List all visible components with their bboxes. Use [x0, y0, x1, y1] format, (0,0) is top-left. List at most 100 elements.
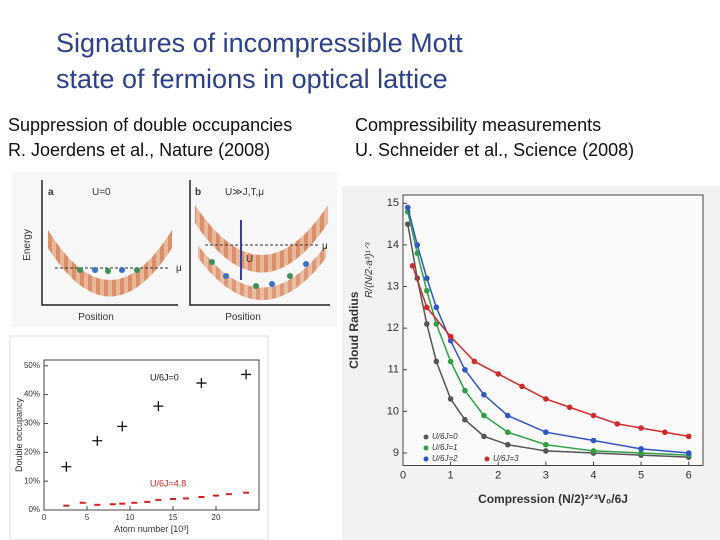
- point: [638, 446, 644, 452]
- fit-line: [407, 224, 689, 458]
- point: [481, 412, 487, 419]
- point: [424, 275, 430, 282]
- y-tick-label: 13: [387, 280, 399, 292]
- point: [543, 448, 549, 454]
- x-label: Position: [225, 312, 261, 323]
- point: [638, 450, 644, 456]
- panel-label: a: [48, 187, 54, 198]
- legend-label: U/6J=3: [493, 454, 519, 463]
- legend-label: U/6J=2: [432, 454, 458, 463]
- y-tick-label: 10: [387, 405, 399, 417]
- y-tick-label: 9: [393, 447, 399, 459]
- right-citation: U. Schneider et al., Science (2008): [355, 140, 634, 160]
- plot-area: [43, 359, 260, 511]
- band: [198, 245, 326, 300]
- point: [61, 461, 72, 472]
- y-tick-label: 30%: [24, 419, 40, 428]
- mu-label: μ: [176, 263, 182, 274]
- y-axis-label: Cloud Radius: [347, 291, 361, 369]
- axes: [189, 180, 330, 306]
- point: [404, 204, 411, 211]
- y-tick-label: 40%: [24, 390, 40, 399]
- point: [153, 401, 164, 412]
- point: [462, 387, 468, 394]
- point: [424, 321, 430, 327]
- point: [433, 304, 440, 311]
- y-label: Energy: [22, 229, 33, 261]
- x-tick-label: 6: [686, 470, 692, 482]
- point: [543, 429, 549, 436]
- point: [685, 433, 692, 440]
- point: [662, 429, 668, 436]
- point: [433, 358, 440, 365]
- title-line: state of fermions in optical lattice: [56, 64, 448, 94]
- x-axis-label: Atom number [10³]: [114, 524, 189, 534]
- point: [433, 321, 440, 327]
- y-axis-label: Double occupancy: [14, 397, 24, 472]
- point: [414, 242, 421, 248]
- left-citation: R. Joerdens et al., Nature (2008): [8, 140, 270, 160]
- y-axis-sublabel: R/(N/2·a³)¹ᐟ³: [364, 242, 375, 298]
- y-tick-label: 20%: [24, 447, 40, 456]
- left-heading: Suppression of double occupancies: [8, 115, 292, 135]
- point: [504, 429, 511, 436]
- point: [614, 421, 621, 427]
- plot-area: [402, 194, 704, 466]
- y-tick-label: 50%: [24, 361, 40, 370]
- point: [481, 391, 487, 398]
- fit-line: [407, 207, 689, 454]
- point: [685, 450, 692, 456]
- legend-label: U/6J=0: [432, 432, 458, 441]
- x-tick-label: 10: [126, 513, 135, 522]
- point: [462, 416, 468, 423]
- point: [447, 358, 454, 365]
- x-tick-label: 5: [638, 470, 644, 482]
- point: [196, 378, 207, 389]
- point: [638, 425, 644, 431]
- fit-line: [407, 211, 689, 456]
- point: [241, 369, 252, 380]
- y-tick-label: 10%: [24, 476, 40, 485]
- y-tick-label: 0%: [28, 505, 40, 514]
- point: [409, 262, 416, 269]
- x-axis-label: Compression (N/2)²ᐟ³V₀/6J: [478, 492, 628, 506]
- y-tick-label: 12: [387, 322, 399, 334]
- x-tick-label: 15: [169, 513, 178, 522]
- y-tick-label: 14: [387, 239, 399, 251]
- point: [504, 412, 511, 419]
- x-tick-label: 0: [400, 470, 406, 482]
- legend-marker: [423, 445, 429, 451]
- point: [404, 221, 411, 227]
- point: [543, 396, 549, 402]
- point: [447, 333, 454, 340]
- point: [117, 421, 128, 432]
- point: [481, 433, 487, 440]
- panel-label: b: [195, 187, 201, 198]
- x-tick-label: 2: [495, 470, 501, 482]
- schematic: a U=0 μ Energy Position b U≫J,T,μ μ U Po…: [12, 172, 337, 327]
- x-label: Position: [78, 312, 114, 323]
- legend-marker: [423, 434, 429, 440]
- schematic-bg: [12, 172, 337, 327]
- axes: [41, 180, 178, 306]
- point: [519, 383, 525, 390]
- point: [543, 441, 549, 448]
- legend-marker: [423, 456, 429, 462]
- point: [590, 437, 597, 444]
- x-tick-label: 3: [543, 470, 549, 482]
- atoms: [77, 267, 140, 274]
- band: [195, 205, 328, 273]
- point: [447, 396, 454, 402]
- legend-label: U/6J=0: [150, 372, 179, 382]
- point: [566, 404, 573, 411]
- x-tick-label: 0: [42, 513, 47, 522]
- atoms: [209, 259, 309, 289]
- point: [447, 337, 454, 344]
- legend-marker: [484, 456, 490, 462]
- x-tick-label: 20: [212, 513, 221, 522]
- mu-label: μ: [322, 241, 328, 252]
- x-tick-label: 4: [590, 470, 596, 482]
- panel-text: U=0: [92, 187, 111, 198]
- point: [504, 441, 511, 448]
